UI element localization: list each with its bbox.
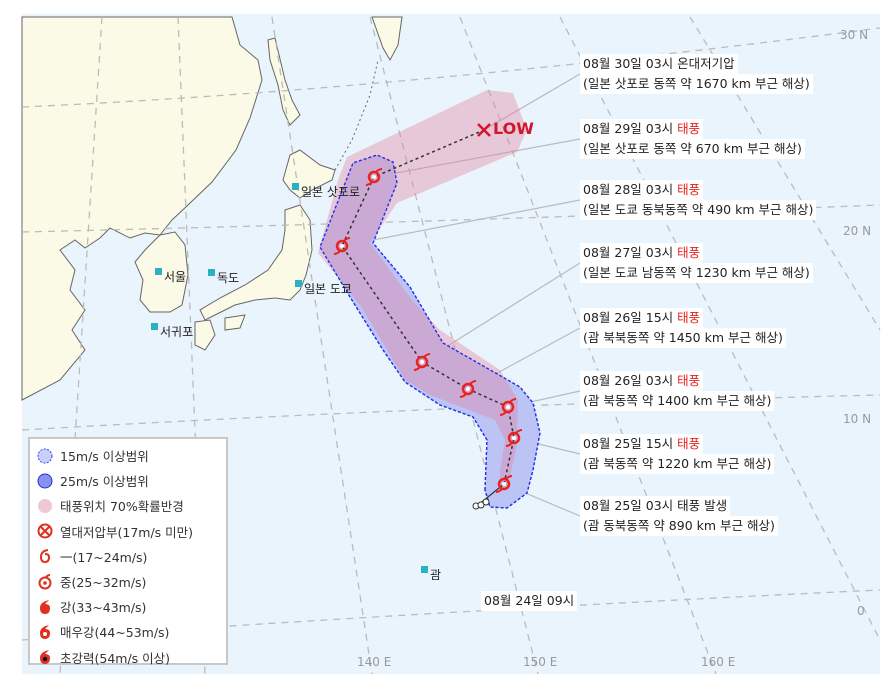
lat-label: 30 N <box>840 28 869 42</box>
legend: 15m/s 이상범위 25m/s 이상범위 태풍위치 70%확률반경 열대저압부(17… <box>28 437 228 666</box>
x-icon <box>477 123 491 137</box>
kamchatka <box>371 16 403 62</box>
sakhalin <box>267 37 301 126</box>
low-label: LOW <box>493 119 534 138</box>
origin-label: 08월 24일 09시 <box>481 591 578 611</box>
forecast-location: (괌 북동쪽 약 1220 km 부근 해상) <box>580 454 775 474</box>
forecast-date: 08월 27일 03시 <box>583 245 674 260</box>
city-marker-icon <box>208 269 215 276</box>
lat-label: 0 <box>857 604 865 618</box>
asia-mainland <box>21 16 263 401</box>
legend-item: 초강력(54m/s 이상) <box>36 645 220 670</box>
city-marker-icon <box>155 268 162 275</box>
city-marker-icon <box>421 566 428 573</box>
leader-line <box>483 73 581 131</box>
track-markers <box>333 168 523 493</box>
legend-item: 열대저압부(17m/s 미만) <box>36 519 220 544</box>
tropical-depression-icon <box>37 523 53 539</box>
forecast-status: 태풍 <box>677 310 701 325</box>
typhoon-very-strong-icon <box>40 624 50 639</box>
forecast-location: (일본 도쿄 남동쪽 약 1230 km 부근 해상) <box>580 263 813 283</box>
legend-item: 25m/s 이상범위 <box>36 468 220 493</box>
typhoon-super-icon <box>40 650 50 665</box>
area-25-icon <box>37 473 53 489</box>
forecast-location: (일본 도쿄 동북동쪽 약 490 km 부근 해상) <box>580 200 817 220</box>
place-label: 독도 <box>208 269 239 286</box>
typhoon-weak-icon <box>495 475 513 493</box>
probability-radius-70 <box>318 90 527 490</box>
legend-item: 매우강(44~53m/s) <box>36 619 220 644</box>
honshu <box>199 204 313 321</box>
forecast-date: 08월 29일 03시 <box>583 121 674 136</box>
forecast-status: 태풍 <box>677 121 701 136</box>
kuril-islands <box>334 59 379 171</box>
leader-line <box>341 199 581 247</box>
typhoon-weak-icon <box>365 168 383 186</box>
legend-item: 태풍위치 70%확률반경 <box>36 493 220 518</box>
forecast-status: 태풍 <box>677 373 701 388</box>
forecast-location: (일본 삿포로 동쪽 약 670 km 부근 해상) <box>580 139 805 159</box>
area-15-icon <box>37 448 53 464</box>
legend-item: 강(33~43m/s) <box>36 594 220 619</box>
forecast-status: 태풍 <box>677 436 701 451</box>
typhoon-weak-icon <box>39 549 51 564</box>
forecast-location: (괌 북북동쪽 약 1450 km 부근 해상) <box>580 328 786 348</box>
place-label: 일본 삿포로 <box>292 183 360 200</box>
lat-label: 20 N <box>843 224 872 238</box>
forecast-status: 태풍 발생 <box>677 498 728 513</box>
lat-label: 10 N <box>843 412 872 426</box>
lon-label: 140 E <box>357 655 392 669</box>
forecast-date: 08월 25일 03시 <box>583 498 674 513</box>
typhoon-strong-icon <box>40 599 50 614</box>
forecast-status: 태풍 <box>677 182 701 197</box>
forecast-date: 08월 30일 03시 <box>583 56 674 71</box>
leader-line <box>373 138 581 178</box>
legend-item: 15m/s 이상범위 <box>36 443 220 468</box>
forecast-date: 08월 28일 03시 <box>583 182 674 197</box>
forecast-date: 08월 26일 15시 <box>583 310 674 325</box>
place-label: 일본 도쿄 <box>295 280 352 297</box>
lon-label: 160 E <box>701 655 736 669</box>
forecast-location: (괌 동북동쪽 약 890 km 부근 해상) <box>580 516 778 536</box>
city-marker-icon <box>292 183 299 190</box>
track-line <box>341 129 515 485</box>
city-marker-icon <box>295 280 302 287</box>
forecast-label: 08월 30일 03시 온대저기압 (일본 삿포로 동쪽 약 1670 km 부근… <box>580 54 813 94</box>
area-15ms-border <box>319 154 541 509</box>
forecast-location: (일본 삿포로 동쪽 약 1670 km 부근 해상) <box>580 74 813 94</box>
probability-radius-icon <box>38 498 52 513</box>
kyushu <box>194 319 216 351</box>
place-label: 괌 <box>421 566 441 583</box>
forecast-label: 08월 25일 03시 태풍 발생 (괌 동북동쪽 약 890 km 부근 해상) <box>580 496 778 536</box>
forecast-date: 08월 25일 15시 <box>583 436 674 451</box>
typhoon-weak-icon <box>333 237 351 255</box>
legend-item: 一(17~24m/s) <box>36 544 220 569</box>
typhoon-weak-icon <box>413 353 431 371</box>
forecast-label: 08월 25일 15시 태풍 (괌 북동쪽 약 1220 km 부근 해상) <box>580 434 775 474</box>
past-position-icon <box>482 498 490 506</box>
city-marker-icon <box>151 323 158 330</box>
place-label: 서울 <box>155 268 186 285</box>
place-label: 서귀포 <box>151 323 193 340</box>
typhoon-weak-icon <box>505 429 523 447</box>
typhoon-weak-icon <box>499 398 517 416</box>
shikoku <box>224 314 246 331</box>
past-positions <box>472 498 490 510</box>
lon-label: 150 E <box>523 655 558 669</box>
past-position-icon <box>477 501 485 509</box>
forecast-location: (괌 북동쪽 약 1400 km 부근 해상) <box>580 391 775 411</box>
forecast-label: 08월 27일 03시 태풍 (일본 도쿄 남동쪽 약 1230 km 부근 해상… <box>580 243 813 283</box>
forecast-label: 08월 26일 03시 태풍 (괌 북동쪽 약 1400 km 부근 해상) <box>580 371 775 411</box>
forecast-label: 08월 28일 03시 태풍 (일본 도쿄 동북동쪽 약 490 km 부근 해상… <box>580 180 817 220</box>
typhoon-medium-icon <box>38 573 52 590</box>
typhoon-weak-icon <box>459 380 477 398</box>
forecast-status: 온대저기압 <box>677 56 735 71</box>
forecast-date: 08월 26일 03시 <box>583 373 674 388</box>
legend-item: 중(25~32m/s) <box>36 569 220 594</box>
forecast-label: 08월 26일 15시 태풍 (괌 북북동쪽 약 1450 km 부근 해상) <box>580 308 786 348</box>
forecast-label: 08월 29일 03시 태풍 (일본 삿포로 동쪽 약 670 km 부근 해상) <box>580 119 805 159</box>
forecast-status: 태풍 <box>677 245 701 260</box>
